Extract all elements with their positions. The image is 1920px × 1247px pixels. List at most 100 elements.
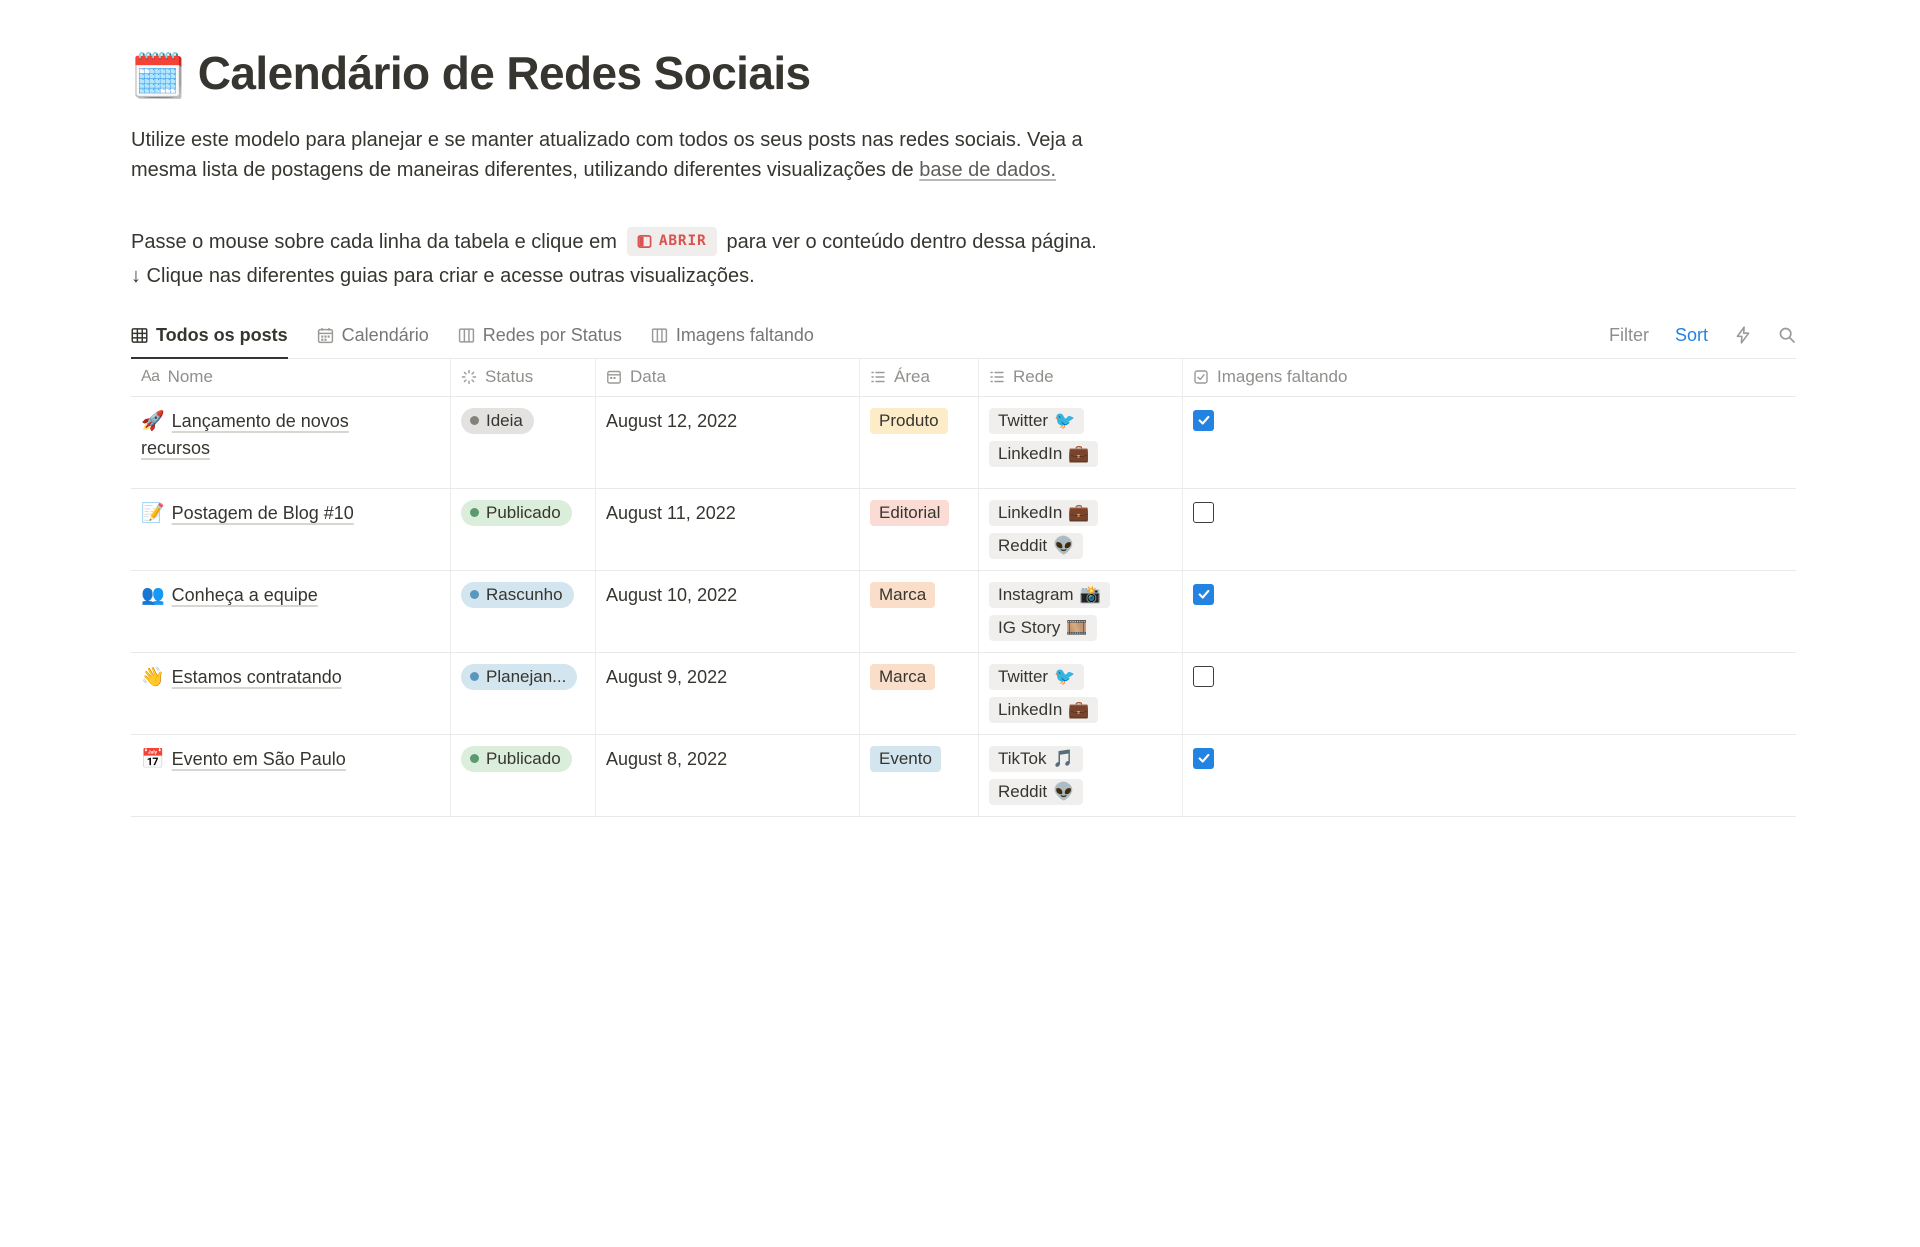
filter-button[interactable]: Filter (1608, 324, 1649, 345)
alien-emoji: 👽 (1053, 781, 1075, 801)
busts-emoji: 👥 (141, 584, 165, 606)
cell-nome[interactable]: 👥 Conheça a equipe (131, 570, 451, 652)
rede-tag: Twitter 🐦 (989, 407, 1085, 434)
status-dot (470, 416, 479, 426)
cell-data[interactable]: August 8, 2022 (596, 734, 860, 816)
status-dot (470, 754, 479, 764)
cell-data[interactable]: August 9, 2022 (596, 652, 860, 734)
column-header-imagens-faltando[interactable]: Imagens faltando (1183, 359, 1796, 396)
cell-area[interactable]: Marca (860, 570, 979, 652)
column-label: Área (894, 367, 930, 387)
cell-imagens-faltando (1183, 397, 1796, 488)
page-link[interactable]: Postagem de Blog #10 (171, 502, 354, 523)
page-description: Utilize este modelo para planejar e se m… (131, 125, 1141, 185)
status-dot (470, 672, 479, 682)
cell-rede[interactable]: LinkedIn 💼 Reddit 👽 (979, 488, 1183, 570)
waving-hand-emoji: 👋 (141, 666, 165, 688)
page-link[interactable]: Conheça a equipe (171, 584, 318, 605)
area-tag: Marca (870, 663, 936, 690)
hint-after-text: para ver o conteúdo dentro dessa página. (726, 230, 1097, 253)
area-tag: Editorial (870, 499, 950, 526)
imagens-faltando-checkbox[interactable] (1193, 409, 1214, 431)
tab-calendario[interactable]: Calendário (317, 325, 429, 359)
cell-area[interactable]: Produto (860, 396, 979, 488)
base-de-dados-link[interactable]: base de dados. (919, 158, 1056, 181)
date-value: August 11, 2022 (606, 502, 736, 523)
imagens-faltando-checkbox[interactable] (1193, 583, 1214, 605)
cell-nome[interactable]: 📝 Postagem de Blog #10 (131, 488, 451, 570)
rede-label: LinkedIn (998, 502, 1063, 522)
page-link[interactable]: Estamos contratando (171, 666, 342, 687)
cell-nome[interactable]: 📅 Evento em São Paulo (131, 734, 451, 816)
rede-label: Twitter (998, 410, 1049, 430)
music-note-emoji: 🎵 (1052, 748, 1074, 768)
cell-nome[interactable]: 👋 Estamos contratando (131, 652, 451, 734)
column-header-data[interactable]: Data (596, 358, 860, 396)
select-property-icon (871, 371, 885, 383)
tab-todos-os-posts[interactable]: Todos os posts (131, 325, 288, 360)
column-label: Rede (1013, 367, 1054, 387)
table-row: 👋 Estamos contratando Planejan... August … (131, 652, 1796, 735)
cell-status[interactable]: Rascunho (451, 570, 596, 652)
cell-status[interactable]: Publicado (451, 734, 596, 816)
cell-rede[interactable]: Twitter 🐦 LinkedIn 💼 (979, 396, 1183, 488)
column-header-rede[interactable]: Rede (979, 358, 1183, 396)
briefcase-emoji: 💼 (1068, 443, 1090, 463)
rede-label: IG Story (998, 617, 1061, 637)
tab-redes-por-status[interactable]: Redes por Status (458, 325, 622, 359)
area-tag: Marca (870, 581, 936, 608)
cell-area[interactable]: Evento (860, 734, 979, 816)
page-link[interactable]: Evento em São Paulo (171, 748, 346, 769)
cell-status[interactable]: Ideia (451, 396, 596, 488)
sort-button[interactable]: Sort (1674, 324, 1708, 345)
text-property-icon: Aa (141, 368, 160, 386)
imagens-faltando-checkbox[interactable] (1193, 665, 1214, 687)
page-link[interactable]: Lançamento de novos recursos (141, 410, 349, 458)
open-peek-icon (637, 235, 652, 249)
hints-block: Passe o mouse sobre cada linha da tabela… (131, 226, 1796, 291)
cell-rede[interactable]: Instagram 📸 IG Story 🎞️ (979, 570, 1183, 652)
column-label: Data (630, 367, 666, 387)
column-header-status[interactable]: Status (451, 358, 596, 396)
tab-imagens-faltando[interactable]: Imagens faltando (651, 325, 814, 359)
cell-data[interactable]: August 12, 2022 (596, 396, 860, 488)
tab-label: Calendário (341, 325, 429, 346)
automation-button[interactable] (1734, 326, 1752, 344)
camera-emoji: 📸 (1079, 584, 1101, 604)
table-row: 📝 Postagem de Blog #10 Publicado August 1… (131, 488, 1796, 571)
cell-rede[interactable]: TikTok 🎵 Reddit 👽 (979, 734, 1183, 816)
date-value: August 12, 2022 (606, 410, 738, 431)
date-value: August 8, 2022 (606, 748, 728, 769)
view-toolbar: Todos os posts Calendário Redes por Stat… (131, 324, 1796, 360)
cell-imagens-faltando (1183, 653, 1796, 734)
status-tag: Rascunho (461, 581, 574, 608)
status-label: Planejan... (486, 666, 567, 686)
calendar-emoji: 📅 (141, 748, 165, 770)
cell-nome[interactable]: 🚀 Lançamento de novos recursos (131, 396, 451, 488)
column-header-nome[interactable]: Aa Nome (131, 358, 451, 396)
status-label: Rascunho (486, 584, 563, 604)
database-table: Aa Nome Status Data Área Rede Imagens (131, 358, 1796, 817)
open-button[interactable]: ABRIR (626, 226, 717, 257)
search-button[interactable] (1778, 326, 1796, 344)
date-property-icon (607, 370, 621, 384)
status-dot (470, 508, 479, 518)
cell-imagens-faltando (1183, 735, 1796, 816)
rede-tag: Twitter 🐦 (989, 663, 1085, 690)
cell-data[interactable]: August 11, 2022 (596, 488, 860, 570)
rede-tag: Instagram 📸 (989, 581, 1110, 608)
cell-rede[interactable]: Twitter 🐦 LinkedIn 💼 (979, 652, 1183, 734)
cell-area[interactable]: Marca (860, 652, 979, 734)
area-tag: Evento (870, 745, 941, 772)
column-header-area[interactable]: Área (860, 358, 979, 396)
cell-data[interactable]: August 10, 2022 (596, 570, 860, 652)
cell-status[interactable]: Publicado (451, 488, 596, 570)
imagens-faltando-checkbox[interactable] (1193, 501, 1214, 523)
board-view-icon (651, 328, 667, 343)
status-tag: Planejan... (461, 663, 578, 690)
cell-area[interactable]: Editorial (860, 488, 979, 570)
imagens-faltando-checkbox[interactable] (1193, 747, 1214, 769)
spiral-calendar-emoji: 🗓️ (131, 51, 186, 101)
rede-tag: Reddit 👽 (989, 532, 1084, 559)
cell-status[interactable]: Planejan... (451, 652, 596, 734)
